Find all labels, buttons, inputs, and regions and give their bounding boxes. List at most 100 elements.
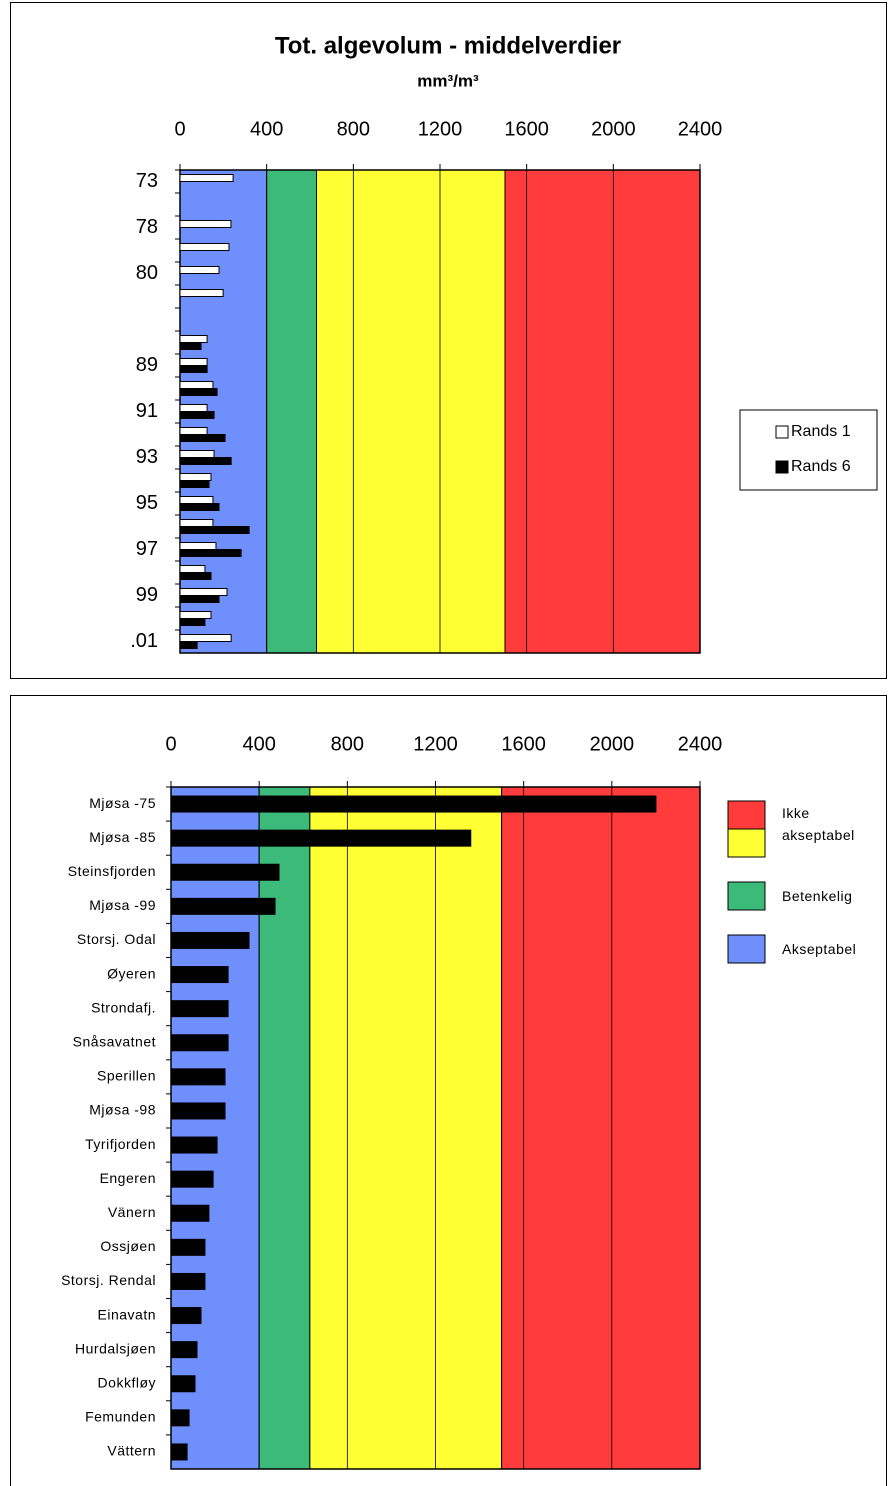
bar [179,427,208,435]
y-tick-label: Mjøsa -85 [89,829,156,845]
y-tick-label: 89 [136,354,158,376]
bar [179,526,250,534]
y-tick-label: 78 [136,216,158,238]
bar [170,795,657,813]
legend-swatch [775,460,789,474]
x-tick-label: 2000 [590,733,635,755]
bar [179,503,220,511]
bar [170,863,280,881]
bar [179,572,212,580]
bar [179,365,208,373]
y-tick-label: Snåsavatnet [73,1033,156,1049]
legend-box [739,409,878,491]
y-tick-label: Engeren [100,1170,156,1186]
band [266,169,317,654]
bar [170,1102,226,1120]
x-tick-label: 1200 [418,118,463,140]
bar [170,1409,190,1427]
bar [170,1375,196,1393]
bar [179,595,220,603]
bar [179,641,198,649]
bar [179,519,214,527]
band [501,786,701,1470]
band [316,169,506,654]
bar [179,542,217,550]
y-tick-label: Vättern [107,1443,156,1459]
y-tick-label: Storsj. Rendal [61,1272,156,1288]
bar [179,634,232,642]
legend-label: Rands 6 [791,458,851,475]
y-tick-label: Steinsfjorden [68,863,156,879]
bar [179,342,202,350]
x-tick-label: 2400 [678,118,723,140]
bar [179,335,208,343]
bar [170,829,472,847]
chart-title: Tot. algevolum - middelverdier [275,32,621,59]
bar [179,381,214,389]
y-tick-label: Mjøsa -98 [89,1102,156,1118]
y-tick-label: Vänern [108,1204,156,1220]
y-tick-label: 95 [136,492,158,514]
y-tick-label: Einavatn [98,1306,156,1322]
x-tick-label: 800 [337,118,370,140]
x-tick-label: 1600 [504,118,549,140]
bar [179,588,228,596]
bar [179,411,215,419]
bar [179,358,208,366]
bar [170,966,229,984]
y-tick-label: .01 [130,630,158,652]
bar [170,1238,206,1256]
legend-swatch [727,800,766,830]
chart-subtitle: mm³/m³ [417,71,479,90]
legend-label: Ikke akseptabel [782,805,855,843]
legend-swatch [727,934,766,964]
x-tick-label: 400 [242,733,275,755]
x-tick-label: 2400 [678,733,723,755]
bar [170,1307,202,1325]
y-tick-label: Ossjøen [100,1238,156,1254]
y-tick-label: Mjøsa -99 [89,897,156,913]
band [170,786,260,1470]
legend-swatch [727,828,766,858]
bar [179,434,226,442]
bar [179,404,208,412]
bar [179,388,218,396]
bar [179,565,206,573]
bar [179,457,232,465]
legend-swatch [775,425,789,439]
y-tick-label: Dokkfløy [98,1374,156,1390]
bar [179,243,230,251]
legend-swatch [727,881,766,911]
bar [179,611,212,619]
y-tick-label: 93 [136,446,158,468]
bar [179,450,215,458]
legend-label: Rands 1 [791,423,851,440]
x-tick-label: 400 [250,118,283,140]
bar [179,220,232,228]
legend-label: Betenkelig [782,888,853,904]
bar [170,1341,198,1359]
bar [170,1034,229,1052]
x-tick-label: 1200 [413,733,458,755]
y-tick-label: Øyeren [107,965,156,981]
y-tick-label: 73 [136,170,158,192]
bar [179,289,224,297]
bar [170,1443,188,1461]
band [309,786,503,1470]
bar [170,1272,206,1290]
bar [170,1000,229,1018]
y-tick-label: 91 [136,400,158,422]
y-tick-label: Femunden [85,1409,156,1425]
bar [179,549,242,557]
y-tick-label: 80 [136,262,158,284]
y-tick-label: Strondafj. [91,999,156,1015]
y-tick-label: Storsj. Odal [77,931,156,947]
x-tick-label: 2000 [591,118,636,140]
bar [179,174,234,182]
x-tick-label: 0 [174,118,185,140]
x-tick-label: 800 [331,733,364,755]
bar [170,897,276,915]
bar [170,1136,218,1154]
